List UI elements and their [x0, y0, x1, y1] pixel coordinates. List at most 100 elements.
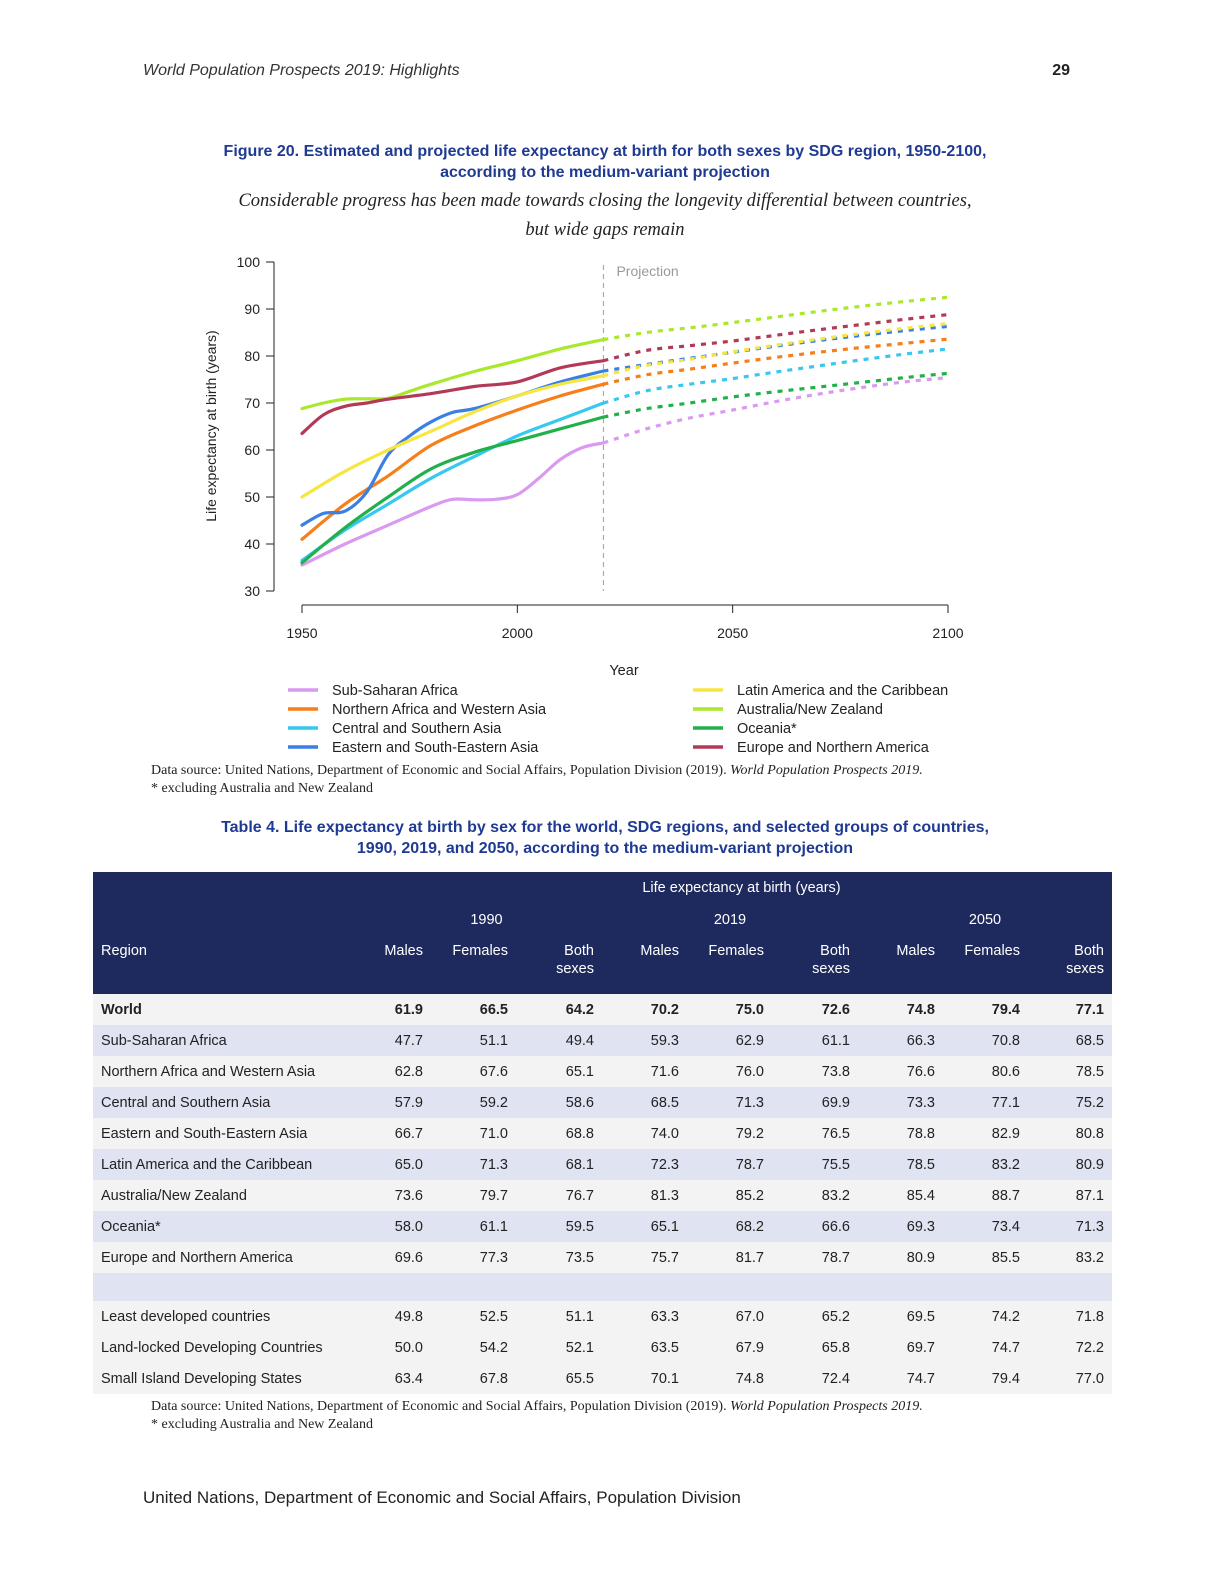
- row-value: 62.8: [371, 1056, 431, 1087]
- life-expectancy-table: Life expectancy at birth (years) 1990 20…: [93, 872, 1112, 1394]
- legend-label: Oceania*: [737, 721, 797, 737]
- row-value: 79.7: [431, 1180, 516, 1211]
- row-value: 80.9: [1028, 1149, 1112, 1180]
- series-line-estimate: [300, 338, 606, 411]
- table-body: World 61.9 66.5 64.2 70.2 75.0 72.6 74.8 79.4 77.…: [93, 994, 1112, 1394]
- row-value: 70.1: [602, 1363, 687, 1394]
- row-value: 65.1: [602, 1211, 687, 1242]
- row-value: 65.8: [772, 1332, 858, 1363]
- y-axis-label: Life expectancy at birth (years): [203, 330, 219, 521]
- table-row: Small Island Developing States 63.4 67.8 65…: [93, 1363, 1112, 1394]
- figure-title-line-2: according to the medium-variant projecti…: [440, 164, 770, 181]
- y-tick-label: 50: [244, 489, 260, 505]
- figure-title-line-1: Figure 20. Estimated and projected life …: [223, 143, 987, 160]
- row-value: 59.5: [516, 1211, 602, 1242]
- table-source: Data source: United Nations, Department …: [151, 1398, 923, 1434]
- row-region: Oceania*: [93, 1211, 371, 1242]
- row-value: 78.5: [1028, 1056, 1112, 1087]
- row-value: 81.3: [602, 1180, 687, 1211]
- page-footer: United Nations, Department of Economic a…: [143, 1488, 741, 1507]
- figure-subtitle-line-2: but wide gaps remain: [525, 220, 685, 240]
- row-value: 73.8: [772, 1056, 858, 1087]
- legend-label: Northern Africa and Western Asia: [332, 702, 547, 718]
- header-males: Males: [858, 936, 943, 994]
- y-tick-label: 40: [244, 536, 260, 552]
- row-region: Least developed countries: [93, 1301, 371, 1332]
- header-year-2019: 2019: [602, 904, 858, 936]
- header-life-expectancy: Life expectancy at birth (years): [371, 872, 1112, 904]
- row-value: 75.2: [1028, 1087, 1112, 1118]
- row-value: 49.8: [371, 1301, 431, 1332]
- row-region: Central and Southern Asia: [93, 1087, 371, 1118]
- row-region: Land-locked Developing Countries: [93, 1332, 371, 1363]
- row-value: 52.5: [431, 1301, 516, 1332]
- header-year-1990: 1990: [371, 904, 602, 936]
- header-females: Females: [943, 936, 1028, 994]
- row-value: 62.9: [687, 1025, 772, 1056]
- row-value: 72.4: [772, 1363, 858, 1394]
- row-value: 69.7: [858, 1332, 943, 1363]
- row-region: Latin America and the Caribbean: [93, 1149, 371, 1180]
- header-year-2050: 2050: [858, 904, 1112, 936]
- row-region: Sub-Saharan Africa: [93, 1025, 371, 1056]
- table-footnote: * excluding Australia and New Zealand: [151, 1417, 373, 1432]
- row-value: 65.5: [516, 1363, 602, 1394]
- x-tick-label: 2100: [932, 625, 963, 641]
- table-row: Sub-Saharan Africa 47.7 51.1 49.4 59.3 62.9 61…: [93, 1025, 1112, 1056]
- row-value: 65.1: [516, 1056, 602, 1087]
- table-row: Eastern and South-Eastern Asia 66.7 71.0 68…: [93, 1118, 1112, 1149]
- row-value: 51.1: [431, 1025, 516, 1056]
- series-line-projection: [603, 324, 949, 373]
- row-value: 75.5: [772, 1149, 858, 1180]
- legend-label: Australia/New Zealand: [737, 702, 883, 718]
- row-value: 73.6: [371, 1180, 431, 1211]
- row-value: 69.6: [371, 1242, 431, 1273]
- row-value: 78.8: [858, 1118, 943, 1149]
- row-value: 66.5: [431, 994, 516, 1025]
- row-value: 61.9: [371, 994, 431, 1025]
- row-value: 68.1: [516, 1149, 602, 1180]
- row-region: World: [93, 994, 371, 1025]
- row-value: 74.7: [943, 1332, 1028, 1363]
- table-row: Australia/New Zealand 73.6 79.7 76.7 81.3 85.…: [93, 1180, 1112, 1211]
- row-value: 74.2: [943, 1301, 1028, 1332]
- projection-label: Projection: [616, 263, 678, 279]
- row-value: 71.0: [431, 1118, 516, 1149]
- row-value: 63.4: [371, 1363, 431, 1394]
- series-line-projection: [603, 295, 949, 342]
- y-tick-label: 30: [244, 583, 260, 599]
- y-tick-label: 70: [244, 395, 260, 411]
- row-value: 61.1: [772, 1025, 858, 1056]
- row-value: 54.2: [431, 1332, 516, 1363]
- row-value: 51.1: [516, 1301, 602, 1332]
- page-number: 29: [1052, 62, 1070, 79]
- row-value: 74.7: [858, 1363, 943, 1394]
- row-value: 71.8: [1028, 1301, 1112, 1332]
- row-value: 61.1: [431, 1211, 516, 1242]
- row-value: 72.3: [602, 1149, 687, 1180]
- row-value: 73.5: [516, 1242, 602, 1273]
- row-value: 72.6: [772, 994, 858, 1025]
- row-value: 76.5: [772, 1118, 858, 1149]
- row-value: 68.5: [1028, 1025, 1112, 1056]
- header-both-sexes: Both sexes: [1028, 936, 1112, 994]
- y-tick-label: 80: [244, 348, 260, 364]
- row-value: 59.2: [431, 1087, 516, 1118]
- series-line-estimate: [300, 415, 606, 565]
- row-value: 63.5: [602, 1332, 687, 1363]
- table-source-italic: World Population Prospects 2019.: [730, 1399, 923, 1414]
- row-value: 72.2: [1028, 1332, 1112, 1363]
- row-value: 59.3: [602, 1025, 687, 1056]
- row-value: 69.9: [772, 1087, 858, 1118]
- row-value: 65.0: [371, 1149, 431, 1180]
- row-value: 50.0: [371, 1332, 431, 1363]
- table-title-line-2: 1990, 2019, and 2050, according to the m…: [356, 840, 854, 857]
- table-row: Latin America and the Caribbean 65.0 71.3 6…: [93, 1149, 1112, 1180]
- row-value: 76.0: [687, 1056, 772, 1087]
- header-males: Males: [371, 936, 431, 994]
- row-value: 67.0: [687, 1301, 772, 1332]
- series-line-projection: [603, 347, 949, 405]
- legend-label: Europe and Northern America: [737, 740, 930, 756]
- row-value: 65.2: [772, 1301, 858, 1332]
- row-value: 83.2: [1028, 1242, 1112, 1273]
